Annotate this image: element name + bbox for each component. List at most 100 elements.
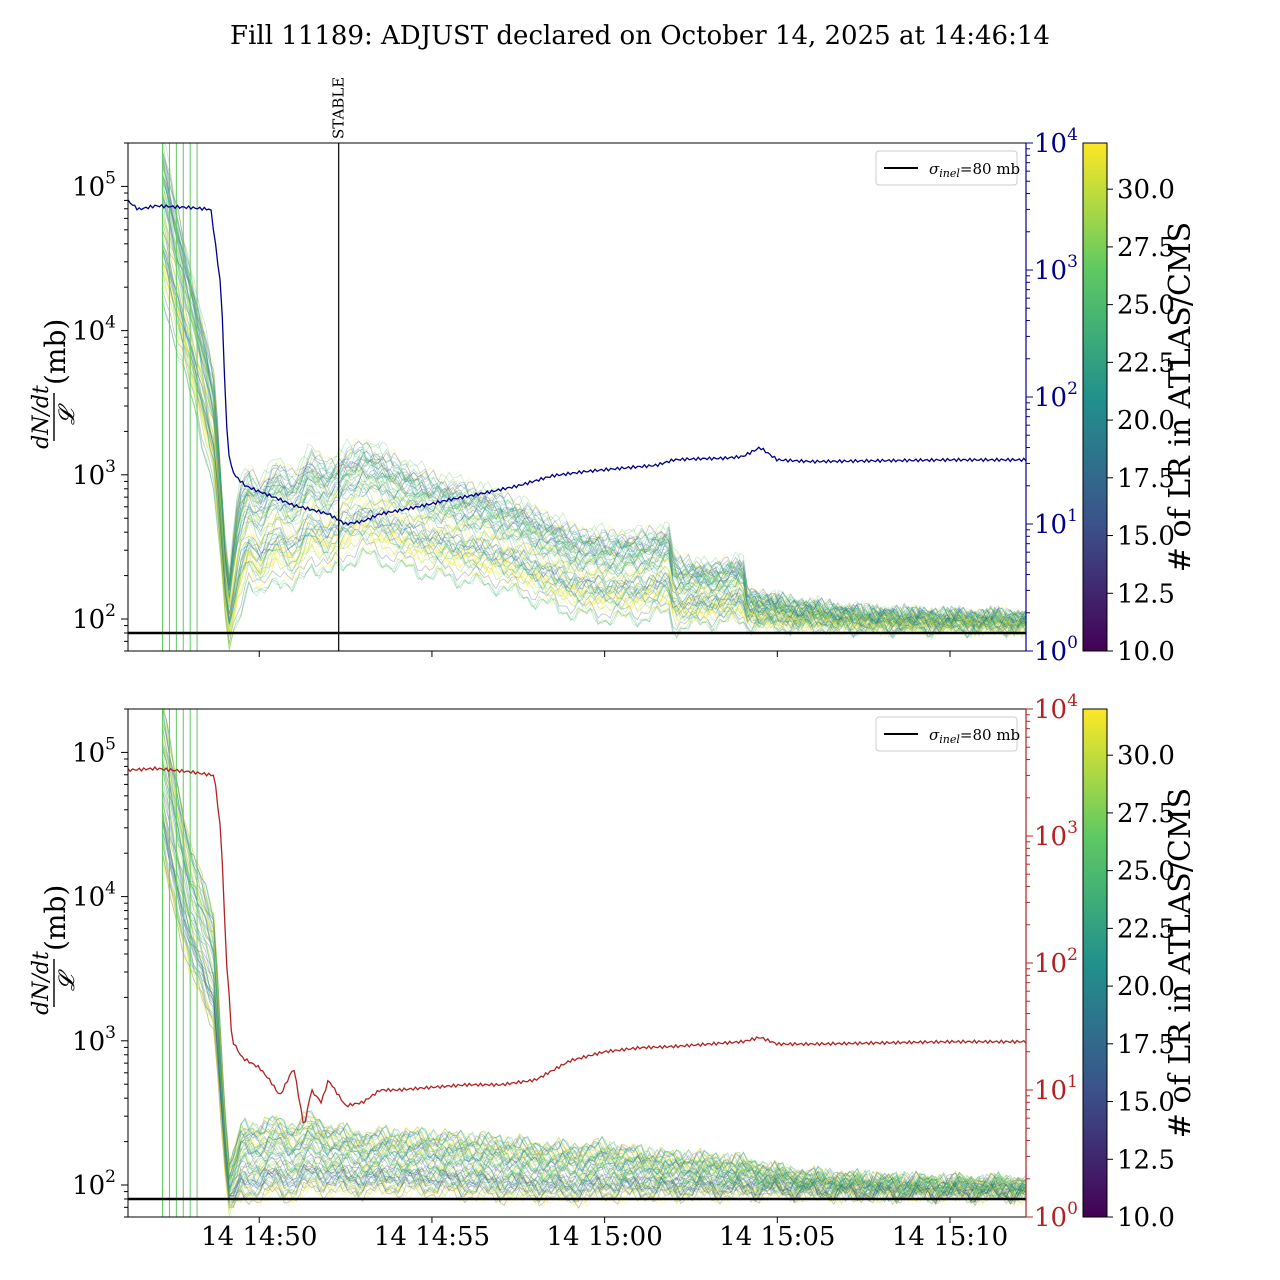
top-band-series-line [162,144,1026,625]
top-ylabel-denominator: 𝓛 [55,403,80,425]
bottom-colorbar-label: # of LR in ATLAS/CMS [1163,788,1198,1138]
top-left-tick-label: 103 [72,457,116,491]
top-band-series-line [162,158,1026,628]
bottom-left-tick-label: 103 [72,1023,116,1057]
bottom-left-tick-label: 102 [72,1167,116,1201]
bottom-colorbar: 10.0 12.5 15.0 17.5 20.0 22.5 25.0 27.5 30.0 # o… [1082,708,1198,1233]
top-band-series-line [162,220,1026,633]
bottom-band-series-line [162,767,1026,1197]
bottom-colorbar-tick-label: 27.5 [1117,799,1175,829]
bottom-band-series-line [162,709,1026,1193]
top-band-series-line [162,261,1026,636]
bottom-x-tick-label: 14 15:10 [892,1222,1008,1252]
bottom-right-axis: 100 101 102 103 104 [1025,691,1078,1233]
bottom-band-series-line [162,818,1026,1203]
top-band-series-line [162,179,1026,627]
bottom-colorbar-tick-label: 25.0 [1117,857,1175,887]
top-band-series-line [162,236,1026,635]
bottom-band-series-line [162,808,1026,1202]
bottom-band-series-line [162,728,1026,1193]
top-left-tick-label: 102 [72,601,116,635]
bottom-band-series-line [162,840,1026,1205]
top-band-series-line [162,212,1026,631]
top-spikes [162,143,198,651]
bottom-left-tick-label: 105 [72,734,116,768]
top-right-axis: 100 101 102 103 104 [1025,125,1078,667]
top-band-series-line [162,241,1026,636]
bottom-right-tick-label: 100 [1034,1199,1078,1233]
top-band-series-line [162,244,1026,636]
top-band-series-line [162,254,1026,635]
bottom-band-series-line [162,859,1026,1217]
top-colorbar-tick-label: 22.5 [1117,348,1175,378]
bottom-band-series-line [162,755,1026,1197]
top-band-series-line [162,254,1026,637]
bottom-band-series-line [162,721,1026,1192]
bottom-colorbar-tick-label: 20.0 [1117,972,1175,1002]
top-band-series-line [162,250,1026,637]
bottom-band [162,709,1026,1217]
top-band-series-line [162,268,1026,646]
bottom-band-series-line [162,833,1026,1205]
bottom-band-series-line [162,818,1026,1203]
top-band-series-line [162,243,1026,633]
top-band-series-line [162,199,1026,630]
top-band-series-line [162,230,1026,634]
top-right-tick-label: 100 [1034,633,1078,667]
top-band-series-line [162,157,1026,628]
top-band-series-line [162,175,1026,629]
bottom-band-series-line [163,709,1026,1192]
bottom-x-tick-label: 14 15:00 [546,1222,662,1252]
bottom-band-series-line [162,725,1026,1193]
top-colorbar-tick-label: 25.0 [1117,291,1175,321]
bottom-colorbar-tick-label: 15.0 [1117,1088,1175,1118]
top-band-series-line [162,261,1026,636]
top-legend: σinel=80 mb [875,150,1020,186]
top-band-series-line [162,246,1026,634]
top-stable-label: STABLE [330,77,348,139]
bottom-band-series-line [162,856,1026,1208]
top-band-series-line [162,248,1026,637]
bottom-left-axis: 102 103 104 105 [72,708,128,1218]
bottom-right-tick-label: 103 [1034,818,1078,852]
bottom-band-series-line [162,832,1026,1203]
bottom-band-series-line [162,732,1026,1196]
top-legend-box [875,150,1018,186]
bottom-secondary-series-line [128,765,1026,1124]
top-ylabel: dN/dt 𝓛 (mb) [29,319,80,449]
top-band-series-line [162,192,1026,630]
bottom-band-series-line [162,810,1026,1203]
top-band-series-line [162,155,1026,627]
top-colorbar-ticks: 10.0 12.5 15.0 17.5 20.0 22.5 25.0 27.5 30.0 [1107,175,1175,667]
bottom-band-series-line [162,771,1026,1198]
top-band-series-line [162,303,1026,649]
bottom-x-tick-label: 14 14:55 [374,1222,490,1252]
top-x-axis [258,651,951,657]
bottom-band-series-line [162,856,1026,1211]
top-band-series-line [162,173,1026,628]
bottom-band-series-line [162,745,1026,1196]
bottom-ylabel-unit: (mb) [39,885,72,951]
bottom-band-series-line [162,720,1026,1192]
top-band-series-line [162,244,1026,635]
top-band-series-line [162,167,1026,628]
bottom-band-series-line [162,791,1026,1199]
top-band-series-line [162,162,1026,627]
top-band-series-line [162,159,1026,628]
bottom-band-series-line [162,835,1026,1205]
bottom-band-series-line [162,853,1026,1210]
bottom-right-tick-label: 102 [1034,945,1078,979]
bottom-band-series-line [162,813,1026,1203]
bottom-left-tick-label: 104 [72,879,116,913]
bottom-band-series-line [162,812,1026,1203]
top-band-series-line [162,300,1026,650]
top-panel: STABLE 102 103 104 105 100 101 102 103 104 dN/d… [29,77,1198,667]
top-band-series-line [162,262,1026,637]
top-colorbar-tick-label: 10.0 [1117,637,1175,667]
bottom-colorbar-gradient [1082,708,1108,1218]
top-band-series-line [162,171,1026,627]
top-band-series-line [162,177,1026,628]
bottom-legend-box [875,716,1018,752]
top-band-series-line [162,270,1026,639]
